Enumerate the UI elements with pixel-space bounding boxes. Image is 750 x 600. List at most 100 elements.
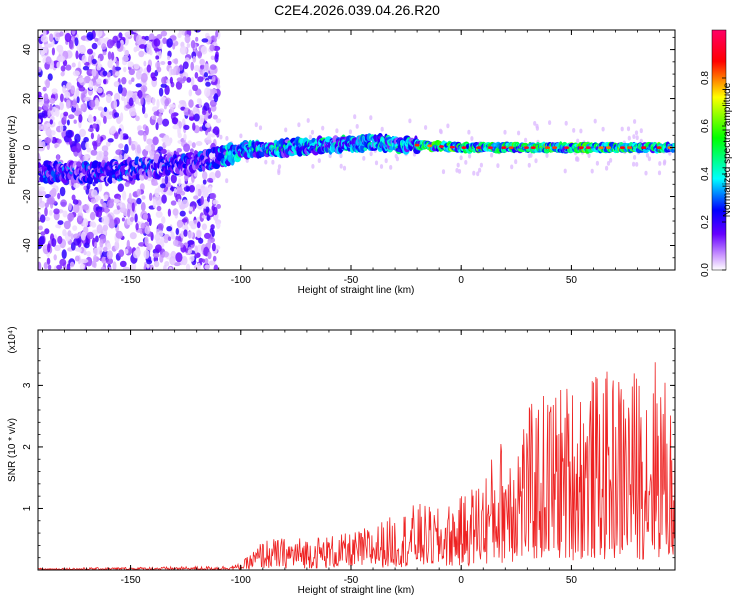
heatmap-cell <box>183 143 191 152</box>
heatmap-cell <box>133 63 140 70</box>
heatmap-cell <box>644 170 648 176</box>
heatmap-cell <box>38 97 45 106</box>
heatmap-cell <box>83 185 87 191</box>
heatmap-cell <box>99 239 104 248</box>
heatmap-cell <box>184 222 188 231</box>
heatmap-cell <box>192 122 196 131</box>
heatmap-cell <box>150 143 156 152</box>
heatmap-cell <box>545 153 549 158</box>
heatmap-cell <box>172 43 176 50</box>
heatmap-cell <box>60 199 67 208</box>
heatmap-cell <box>65 82 71 90</box>
heatmap-cell <box>601 126 605 132</box>
heatmap-cell <box>202 179 207 185</box>
heatmap-cell <box>197 204 203 210</box>
heatmap-cell <box>38 140 43 149</box>
heatmap-cell <box>211 205 215 212</box>
heatmap-cell <box>96 78 102 85</box>
heatmap-cell <box>71 62 76 68</box>
heatmap-cell <box>93 85 97 92</box>
heatmap-cell <box>116 205 120 210</box>
heatmap-cell <box>103 115 107 124</box>
heatmap-cell <box>129 232 137 240</box>
snr-plot-area <box>38 330 675 570</box>
heatmap-cell <box>158 113 162 119</box>
heatmap-cell <box>177 198 182 206</box>
heatmap-cell <box>143 132 147 142</box>
heatmap-cell <box>59 124 64 133</box>
heatmap-cell <box>70 85 76 95</box>
snr-y-multiplier: (x10⁴) <box>7 326 18 353</box>
heatmap-cell <box>187 109 191 115</box>
heatmap-cell <box>54 143 58 149</box>
heatmap-cell <box>116 40 121 49</box>
heatmap-cell <box>379 164 384 169</box>
heatmap-cell <box>114 92 121 102</box>
heatmap-cell <box>139 44 147 49</box>
heatmap-cell <box>65 99 71 109</box>
heatmap-cell <box>210 80 218 86</box>
heatmap-cell <box>215 118 222 124</box>
heatmap-cell <box>212 114 218 120</box>
heatmap-cell <box>157 231 164 237</box>
heatmap-cell <box>146 44 152 55</box>
heatmap-cell <box>47 110 51 117</box>
y-tick-label: 3 <box>22 382 33 388</box>
spectrogram-y-label: Frequency (Hz) <box>7 116 18 185</box>
heatmap-cell <box>123 98 128 107</box>
heatmap-cell <box>45 56 52 65</box>
heatmap-cell <box>487 146 493 150</box>
heatmap-cell <box>193 113 200 122</box>
heatmap-cell <box>43 93 49 102</box>
heatmap-cell <box>82 204 89 211</box>
heatmap-cell <box>72 225 78 232</box>
heatmap-cell <box>626 126 631 132</box>
heatmap-cell <box>146 259 153 265</box>
heatmap-cell <box>204 232 211 239</box>
heatmap-cell <box>152 97 156 106</box>
heatmap-cell <box>202 187 209 197</box>
heatmap-cell <box>156 205 162 212</box>
heatmap-cell <box>78 77 84 83</box>
heatmap-cell <box>202 258 206 263</box>
y-tick-label: -40 <box>22 238 33 253</box>
heatmap-cell <box>177 132 182 139</box>
heatmap-cell <box>96 64 102 71</box>
heatmap-cell <box>179 242 184 248</box>
heatmap-cell <box>70 233 74 240</box>
y-tick-label: 2 <box>22 444 33 450</box>
heatmap-cell <box>38 261 42 270</box>
heatmap-cell <box>620 126 624 132</box>
heatmap-cell <box>369 151 373 157</box>
heatmap-cell <box>508 146 514 150</box>
heatmap-cell <box>534 158 538 164</box>
heatmap-cell <box>186 77 192 83</box>
heatmap-cell <box>633 119 637 124</box>
heatmap-cell <box>207 240 212 249</box>
heatmap-cell <box>202 171 208 180</box>
heatmap-cell <box>131 77 135 82</box>
heatmap-cell <box>153 260 160 268</box>
heatmap-cell <box>90 132 94 140</box>
heatmap-cell <box>176 148 182 153</box>
heatmap-cell <box>166 226 173 232</box>
heatmap-cell <box>79 263 86 270</box>
heatmap-cell <box>85 256 93 267</box>
heatmap-cell <box>163 264 167 270</box>
heatmap-cell <box>172 124 179 130</box>
heatmap-cell <box>101 145 109 152</box>
heatmap-cell <box>105 141 111 147</box>
heatmap-cell <box>476 171 480 177</box>
heatmap-cell <box>169 76 173 84</box>
heatmap-cell <box>143 249 150 259</box>
heatmap-cell <box>106 114 113 120</box>
heatmap-cell <box>50 187 57 198</box>
heatmap-cell <box>158 108 165 113</box>
heatmap-cell <box>134 213 138 223</box>
heatmap-cell <box>663 159 667 165</box>
heatmap-cell <box>120 112 124 122</box>
heatmap-cell <box>128 79 133 85</box>
heatmap-cell <box>490 152 494 158</box>
heatmap-cell <box>438 128 443 134</box>
heatmap-cell <box>136 188 142 197</box>
